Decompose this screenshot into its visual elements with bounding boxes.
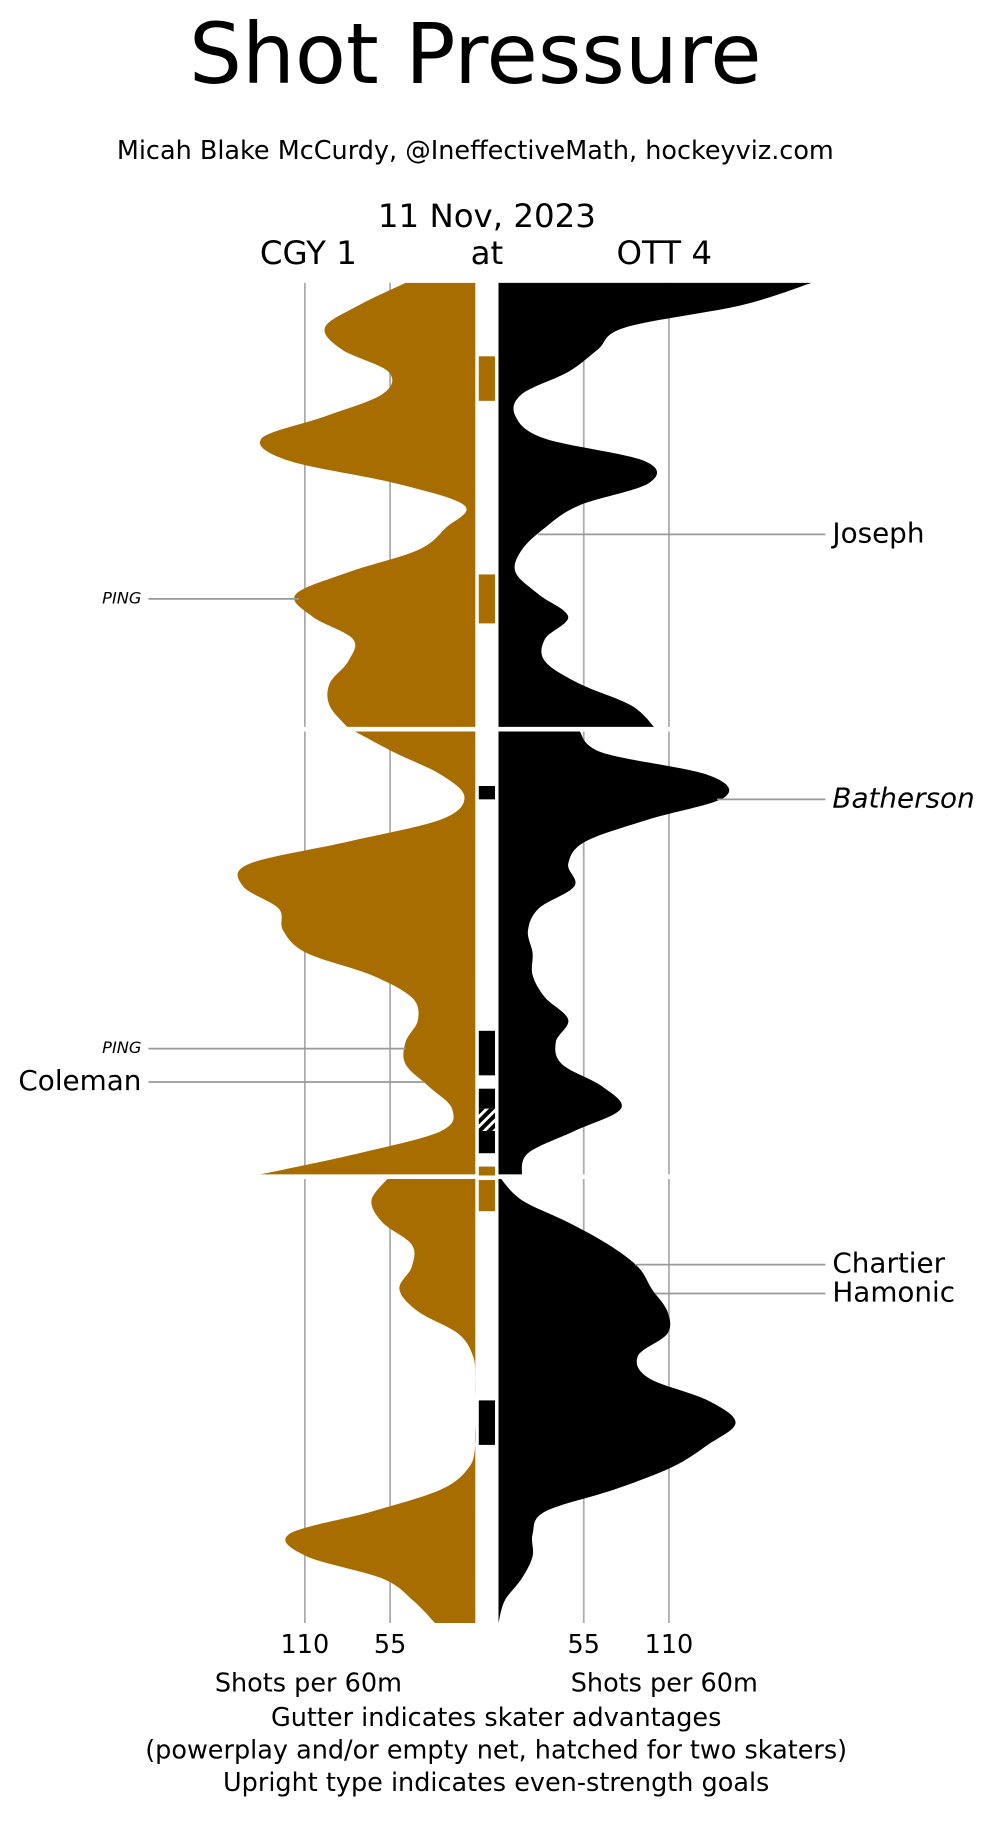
pressure-area [259,282,476,729]
gutter-box [478,1166,496,1176]
pressure-area [285,1177,476,1623]
goal-label: PING [102,588,141,607]
pressure-area [237,730,476,1176]
gutter-box [478,785,496,800]
date: 11 Nov, 2023 [378,197,596,235]
gutter-box [478,1030,496,1076]
note: (powerplay and/or empty net, hatched for… [145,1736,847,1766]
x-axis-label: Shots per 60m [571,1668,758,1698]
gutter-box [478,1180,496,1212]
goal-label: Chartier [832,1247,945,1280]
gutter-box [478,574,496,624]
pressure-area [498,730,730,1176]
goal-label: Joseph [830,516,924,549]
gutter-box [478,1400,496,1445]
team-right: OTT 4 [617,234,713,272]
note: Upright type indicates even-strength goa… [223,1768,769,1798]
x-tick-label: 55 [374,1630,406,1660]
gutter-box [478,1130,496,1154]
pressure-area [498,1177,736,1623]
gutter-box [478,356,496,401]
x-tick-label: 55 [567,1630,599,1660]
x-axis-label: Shots per 60m [215,1668,402,1698]
goal-label: Coleman [18,1064,141,1097]
note: Gutter indicates skater advantages [271,1703,721,1733]
gutter-box [478,1108,496,1131]
goal-label: Hamonic [832,1276,955,1309]
x-tick-label: 110 [645,1630,694,1660]
team-left: CGY 1 [260,234,357,272]
gutter-box [478,1088,496,1109]
pressure-area [498,282,812,729]
chart-title: Shot Pressure [189,6,762,103]
goal-label: Batherson [832,781,974,814]
goal-label: PING [102,1038,141,1057]
separator: at [471,234,504,272]
subtitle: Micah Blake McCurdy, @IneffectiveMath, h… [117,136,834,166]
x-tick-label: 110 [281,1630,330,1660]
